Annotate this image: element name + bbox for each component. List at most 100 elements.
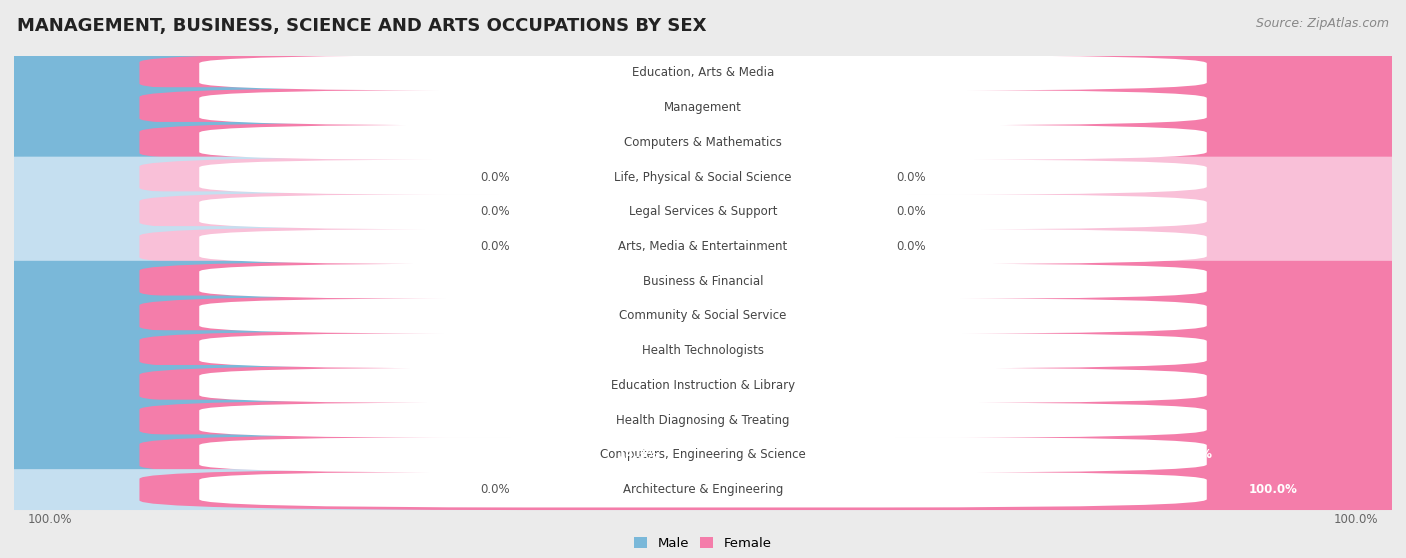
FancyBboxPatch shape [4,403,1402,438]
FancyBboxPatch shape [139,261,1406,302]
Text: 49.3%: 49.3% [955,101,995,114]
Text: Management: Management [664,101,742,114]
FancyBboxPatch shape [703,479,1378,501]
FancyBboxPatch shape [200,472,1206,507]
FancyBboxPatch shape [200,159,1206,195]
Text: 50.0%: 50.0% [959,136,1000,149]
FancyBboxPatch shape [4,125,1402,160]
FancyBboxPatch shape [703,236,1378,257]
Text: MANAGEMENT, BUSINESS, SCIENCE AND ARTS OCCUPATIONS BY SEX: MANAGEMENT, BUSINESS, SCIENCE AND ARTS O… [17,17,706,35]
Text: 72.9%: 72.9% [1095,379,1136,392]
FancyBboxPatch shape [200,298,1206,334]
FancyBboxPatch shape [28,410,703,431]
FancyBboxPatch shape [139,122,1406,163]
FancyBboxPatch shape [0,122,1267,163]
Text: Education Instruction & Library: Education Instruction & Library [612,379,794,392]
FancyBboxPatch shape [28,444,703,465]
Text: 0.0%: 0.0% [481,240,510,253]
FancyBboxPatch shape [703,201,1378,223]
Text: Business & Financial: Business & Financial [643,275,763,288]
FancyBboxPatch shape [703,410,1201,431]
Text: 38.6%: 38.6% [474,344,515,357]
FancyBboxPatch shape [0,365,1267,406]
FancyBboxPatch shape [520,374,703,396]
Text: 44.3%: 44.3% [440,310,481,323]
FancyBboxPatch shape [4,299,1402,334]
Text: Legal Services & Support: Legal Services & Support [628,205,778,218]
Text: Life, Physical & Social Science: Life, Physical & Social Science [614,171,792,184]
FancyBboxPatch shape [28,340,703,362]
FancyBboxPatch shape [703,62,924,84]
Text: 14.3%: 14.3% [619,449,659,461]
Text: Computers, Engineering & Science: Computers, Engineering & Science [600,449,806,461]
FancyBboxPatch shape [139,296,1406,336]
Text: 27.1%: 27.1% [541,379,582,392]
FancyBboxPatch shape [28,62,703,84]
Text: 32.7%: 32.7% [856,66,897,79]
FancyBboxPatch shape [4,333,1402,368]
FancyBboxPatch shape [703,132,1040,153]
FancyBboxPatch shape [200,229,1206,264]
FancyBboxPatch shape [526,410,703,431]
Text: 67.3%: 67.3% [304,66,344,79]
FancyBboxPatch shape [28,271,703,292]
FancyBboxPatch shape [28,166,703,188]
FancyBboxPatch shape [28,132,703,153]
Text: 0.0%: 0.0% [481,483,510,496]
Text: 0.0%: 0.0% [896,171,925,184]
FancyBboxPatch shape [443,340,703,362]
FancyBboxPatch shape [139,435,1406,475]
FancyBboxPatch shape [703,271,1378,292]
Text: 100.0%: 100.0% [28,513,72,526]
FancyBboxPatch shape [0,261,1267,302]
Text: 50.0%: 50.0% [406,136,447,149]
Text: 0.0%: 0.0% [481,205,510,218]
FancyBboxPatch shape [703,340,1118,362]
Text: 26.2%: 26.2% [547,413,588,427]
FancyBboxPatch shape [0,435,1267,475]
Text: 73.8%: 73.8% [1101,413,1142,427]
FancyBboxPatch shape [200,194,1206,230]
FancyBboxPatch shape [703,62,1378,84]
Text: 85.7%: 85.7% [1171,449,1212,461]
FancyBboxPatch shape [4,56,1402,91]
Text: 44.6%: 44.6% [439,275,479,288]
FancyBboxPatch shape [0,226,1267,267]
FancyBboxPatch shape [4,160,1402,195]
FancyBboxPatch shape [4,229,1402,264]
FancyBboxPatch shape [28,305,703,327]
FancyBboxPatch shape [139,87,1406,128]
FancyBboxPatch shape [366,132,703,153]
FancyBboxPatch shape [4,90,1402,126]
FancyBboxPatch shape [4,195,1402,229]
Text: Architecture & Engineering: Architecture & Engineering [623,483,783,496]
FancyBboxPatch shape [28,236,703,257]
FancyBboxPatch shape [139,226,1406,267]
FancyBboxPatch shape [4,472,1402,507]
FancyBboxPatch shape [28,201,703,223]
FancyBboxPatch shape [28,374,703,396]
Text: 61.4%: 61.4% [1026,344,1067,357]
Text: 50.7%: 50.7% [402,101,443,114]
FancyBboxPatch shape [0,52,1267,93]
FancyBboxPatch shape [200,90,1206,126]
FancyBboxPatch shape [200,124,1206,160]
FancyBboxPatch shape [703,410,1378,431]
FancyBboxPatch shape [4,368,1402,403]
FancyBboxPatch shape [139,191,1406,232]
FancyBboxPatch shape [139,469,1406,510]
Text: 0.0%: 0.0% [481,171,510,184]
FancyBboxPatch shape [200,368,1206,403]
FancyBboxPatch shape [139,400,1406,441]
FancyBboxPatch shape [4,437,1402,473]
Text: 100.0%: 100.0% [1334,513,1378,526]
Text: 100.0%: 100.0% [1249,483,1298,496]
Text: Computers & Mathematics: Computers & Mathematics [624,136,782,149]
FancyBboxPatch shape [703,444,1282,465]
FancyBboxPatch shape [0,87,1267,128]
Text: Education, Arts & Media: Education, Arts & Media [631,66,775,79]
FancyBboxPatch shape [703,271,1077,292]
FancyBboxPatch shape [703,374,1195,396]
Legend: Male, Female: Male, Female [628,532,778,555]
FancyBboxPatch shape [404,305,703,327]
